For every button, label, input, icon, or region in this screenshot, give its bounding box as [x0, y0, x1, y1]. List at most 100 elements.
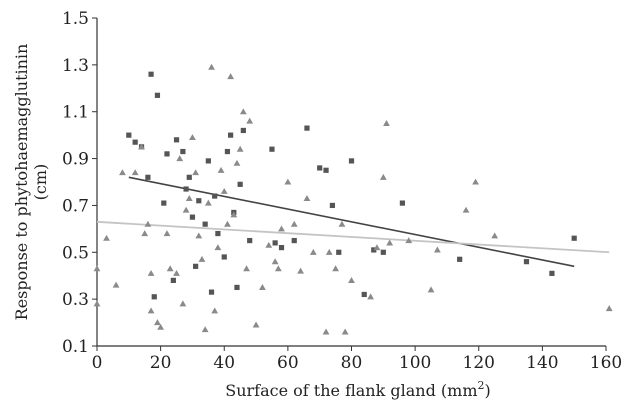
- square-point: [145, 174, 151, 180]
- square-point: [208, 289, 215, 295]
- x-tick-label: 140: [526, 353, 558, 373]
- triangle-point: [185, 195, 193, 201]
- square-point: [278, 245, 285, 251]
- trend-lines: [96, 176, 610, 268]
- x-axis-title: Surface of the flank gland (mm2): [225, 379, 490, 400]
- triangle-point: [224, 220, 231, 227]
- square-point: [173, 137, 180, 143]
- triangle-point: [322, 328, 330, 335]
- triangle-point: [144, 220, 152, 227]
- triangle-point: [163, 230, 171, 237]
- x-axis-title-main: Surface of the flank gland (mm: [225, 381, 477, 400]
- triangle-point: [239, 108, 247, 115]
- square-point: [523, 259, 530, 265]
- trend-line-dark: [128, 176, 575, 268]
- x-axis-title-superscript: 2: [477, 379, 484, 392]
- square-point: [202, 221, 208, 227]
- square-point: [549, 270, 555, 276]
- square-point: [361, 291, 367, 298]
- square-point: [457, 256, 463, 262]
- triangle-point: [309, 248, 317, 255]
- triangle-point: [265, 241, 273, 248]
- x-tick-label: 120: [463, 353, 495, 373]
- triangle-point: [204, 199, 212, 206]
- y-tick-label: 0.9: [62, 150, 89, 170]
- triangle-point: [138, 143, 145, 150]
- triangle-point: [243, 265, 250, 272]
- square-point: [247, 237, 253, 244]
- triangle-point: [93, 265, 101, 272]
- y-tick-label: 0.7: [62, 196, 89, 216]
- triangle-point: [386, 239, 394, 246]
- triangle-point: [405, 237, 413, 244]
- data-points: [93, 63, 613, 335]
- y-tick-label: 1.3: [62, 56, 89, 76]
- square-point: [240, 127, 246, 134]
- square-point: [212, 193, 218, 199]
- triangle-point: [332, 265, 339, 272]
- triangle-point: [220, 187, 228, 194]
- triangle-point: [103, 234, 110, 241]
- triangle-point: [93, 300, 101, 307]
- square-point: [183, 186, 189, 192]
- triangle-point: [271, 258, 279, 265]
- triangle-point: [201, 326, 209, 333]
- triangle-point: [491, 232, 499, 239]
- y-tick-label: 0.1: [62, 337, 89, 357]
- x-tick-label: 20: [150, 353, 172, 373]
- triangle-point: [211, 307, 219, 314]
- triangle-point: [192, 169, 200, 176]
- triangle-point: [297, 267, 304, 274]
- square-point: [291, 237, 297, 244]
- square-point: [336, 249, 342, 255]
- triangle-point: [367, 293, 374, 300]
- square-point: [215, 230, 221, 237]
- triangle-point: [179, 300, 187, 307]
- square-point: [272, 240, 278, 246]
- triangle-point: [246, 117, 254, 124]
- square-point: [161, 200, 167, 206]
- triangle-point: [147, 269, 155, 276]
- triangle-point: [462, 206, 470, 213]
- y-tick-label: 1.1: [62, 103, 89, 123]
- triangle-point: [433, 246, 441, 253]
- triangle-point: [325, 248, 333, 255]
- square-point: [317, 165, 323, 171]
- triangle-point: [233, 159, 241, 166]
- triangle-point: [157, 323, 165, 330]
- triangle-point: [195, 232, 203, 239]
- square-point: [154, 92, 161, 98]
- triangle-point: [166, 265, 174, 272]
- square-point: [329, 202, 336, 209]
- square-point: [234, 284, 240, 291]
- square-point: [380, 249, 386, 255]
- triangle-point: [348, 277, 355, 283]
- y-tick-label: 0.5: [62, 243, 89, 263]
- triangle-point: [182, 206, 190, 213]
- x-tick-label: 160: [590, 353, 622, 373]
- y-tick-label: 1.5: [62, 9, 89, 29]
- triangle-point: [176, 155, 184, 162]
- triangle-point: [373, 244, 381, 251]
- triangle-point: [154, 319, 161, 326]
- y-axis-title-line2: (cm): [31, 164, 50, 201]
- triangle-point: [131, 169, 139, 176]
- triangle-point: [252, 321, 260, 328]
- square-point: [148, 71, 154, 77]
- x-tick-label: 40: [213, 353, 235, 373]
- triangle-point: [227, 73, 235, 80]
- square-point: [205, 158, 211, 164]
- square-point: [170, 277, 176, 283]
- square-point: [269, 146, 275, 152]
- square-point: [189, 214, 196, 220]
- triangle-point: [284, 178, 292, 185]
- y-tick-label: 0.3: [62, 290, 89, 310]
- triangle-point: [259, 284, 266, 290]
- square-point: [180, 148, 186, 155]
- square-point: [221, 254, 227, 260]
- trend-line-light: [96, 220, 610, 254]
- triangle-point: [338, 220, 346, 227]
- triangle-point: [217, 166, 225, 173]
- square-point: [126, 132, 132, 138]
